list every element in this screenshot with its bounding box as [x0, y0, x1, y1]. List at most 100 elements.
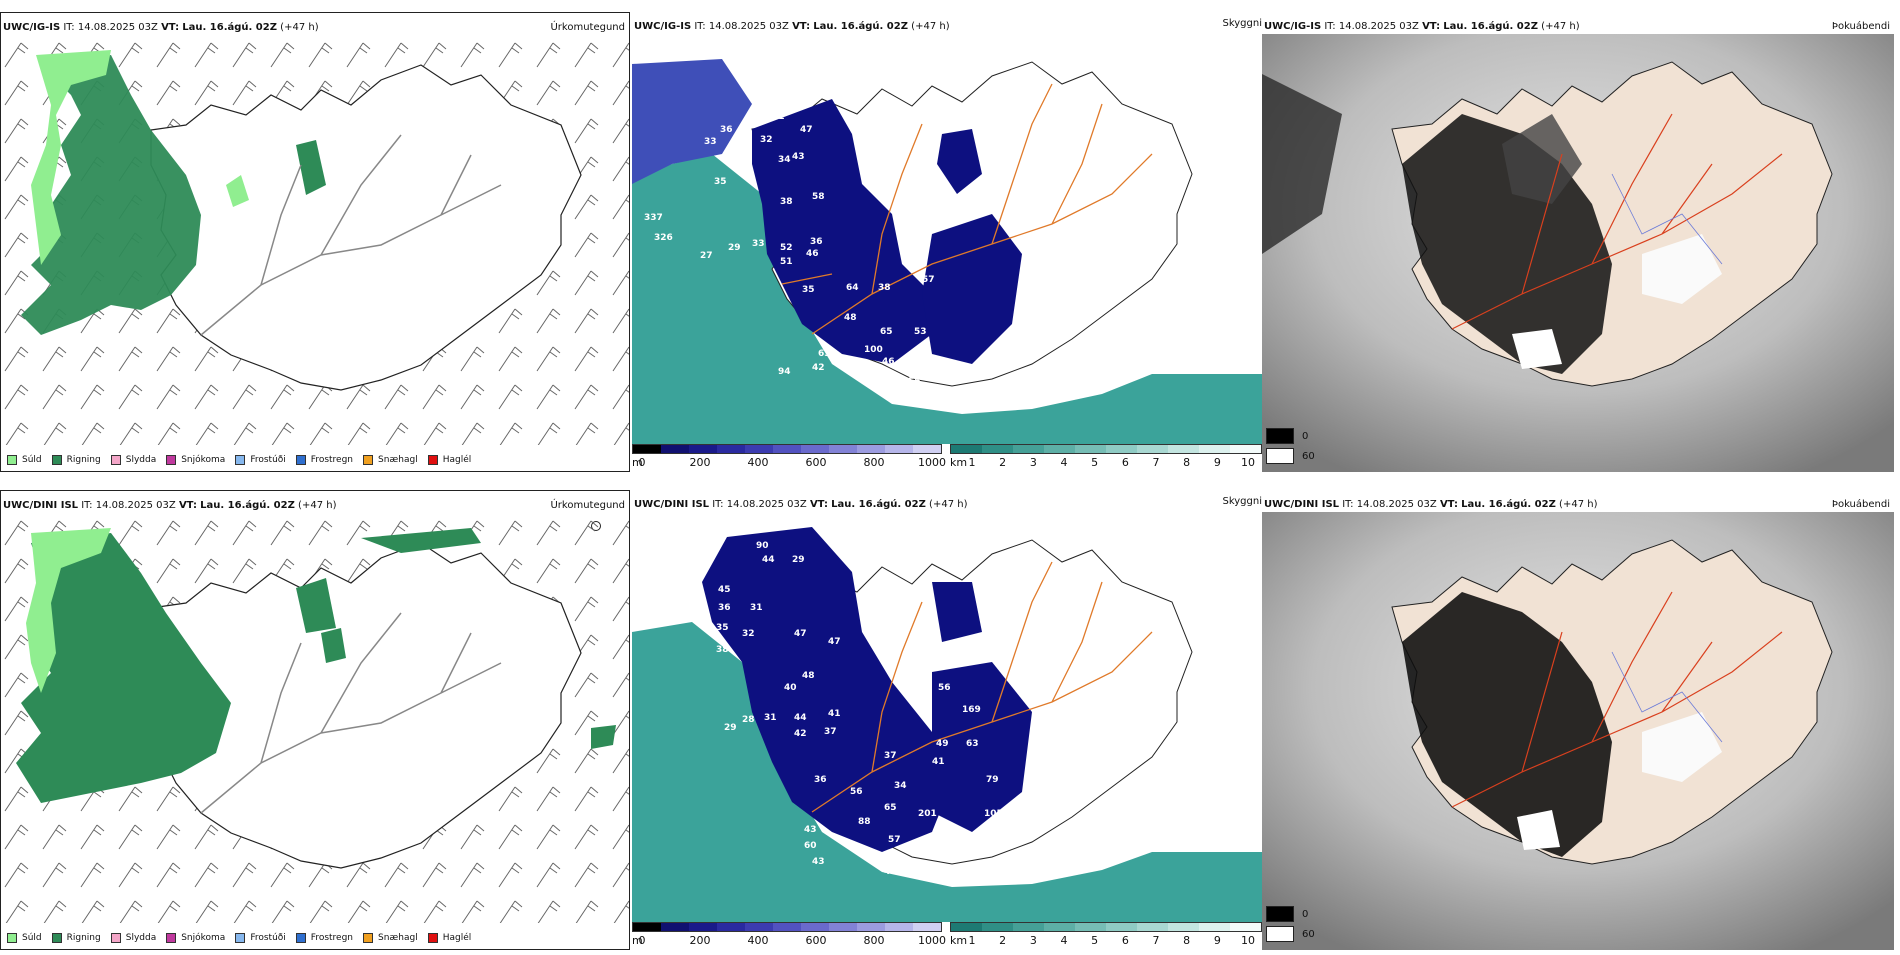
lead-time: (+47 h)	[929, 499, 968, 510]
panel-title: Þokuábendi	[1831, 499, 1890, 510]
visibility-value-label: 36	[720, 125, 733, 135]
legend-label: Frostregn	[310, 933, 354, 943]
visibility-value-label: 47	[828, 637, 841, 647]
lead-time: (+47 h)	[1541, 21, 1580, 32]
visibility-value-label: 105	[984, 809, 1003, 819]
roads	[200, 612, 502, 814]
elevation-ticks: 0 200 400 600 800 1000	[638, 456, 947, 470]
visibility-value-label: 51	[780, 257, 793, 267]
valid-label: VT:	[178, 500, 197, 511]
colorbar-tick: 10	[1241, 456, 1255, 469]
legend-label: Rigning	[66, 933, 101, 943]
forecast-row-ig-is: UWC/IG-IS IT: 14.08.2025 03Z VT: Lau. 16…	[0, 12, 1900, 477]
low-visibility-area	[702, 527, 952, 852]
panel-title: Þokuábendi	[1831, 21, 1890, 32]
valid-time: Lau. 16.ágú. 02Z	[182, 22, 277, 33]
colorbar-tick: 200	[689, 456, 711, 469]
visibility-value-label: 48	[844, 313, 857, 323]
visibility-value-label: 79	[986, 775, 999, 785]
valid-label: VT:	[1439, 499, 1458, 510]
fog-legend-swatch	[1266, 926, 1294, 942]
precip-map	[1, 513, 629, 923]
legend-label: Súld	[22, 455, 42, 465]
colorbar-tick: 6	[1121, 456, 1129, 469]
visibility-value-label: 100	[864, 345, 883, 355]
colorbar-tick: 1	[968, 934, 976, 947]
roads	[1451, 591, 1783, 808]
visibility-value-label: 29	[724, 723, 737, 733]
lead-time: (+47 h)	[911, 21, 950, 32]
precip-type-panel: UWC/IG-IS IT: 14.08.2025 03Z VT: Lau. 16…	[0, 12, 630, 472]
visibility-value-label: 90	[922, 851, 935, 861]
colorbar-tick: 200	[689, 934, 711, 947]
visibility-value-label: 48	[802, 671, 815, 681]
colorbar-tick: 7	[1152, 456, 1160, 469]
model-name: UWC/DINI ISL	[1264, 499, 1340, 510]
legend-item: Súld	[7, 933, 42, 943]
fog-legend-swatch	[1266, 428, 1294, 444]
model-name: UWC/IG-IS	[3, 22, 61, 33]
fog-index-legend: 0 60	[1266, 424, 1315, 464]
legend-swatch	[427, 455, 438, 465]
visibility-value-label: 36	[718, 603, 731, 613]
legend-item: Haglél	[427, 455, 471, 465]
colorbar-tick: 400	[747, 456, 769, 469]
visibility-value-label: 83	[727, 45, 740, 55]
visibility-value-label: 32	[742, 629, 755, 639]
visibility-colorbar: km 1 2 3 4 5 6 7 8 9 10	[950, 922, 1262, 948]
visibility-value-label: 38	[780, 197, 793, 207]
colorbar-tick: 8	[1183, 934, 1191, 947]
issue-label: IT:	[1342, 499, 1354, 510]
visibility-unit: km	[950, 456, 968, 469]
legend-swatch	[363, 455, 374, 465]
drizzle-area	[26, 528, 111, 693]
legend-item: Snæhagl	[363, 933, 418, 943]
fog-index-map	[1262, 34, 1894, 472]
legend-item: Súld	[7, 455, 42, 465]
issue-time: 14.08.2025 03Z	[1338, 21, 1419, 32]
visibility-value-label: 63	[966, 739, 979, 749]
panel-title: Skyggni	[1222, 496, 1262, 507]
sea-visibility	[632, 622, 1262, 922]
visibility-value-label: 33	[734, 157, 747, 167]
visibility-value-label: 31	[764, 713, 777, 723]
visibility-map: 71 90 44 29 45 36 31 35 32 47 38 47 48 40 28 31 44 41 29 42…	[632, 512, 1262, 922]
colorbar-tick: 600	[805, 934, 827, 947]
fog-legend-label: 60	[1302, 450, 1315, 462]
fog-legend-label: 60	[1302, 928, 1315, 940]
panel-title: Skyggni	[1222, 18, 1262, 29]
legend-label: Slydda	[125, 455, 157, 465]
visibility-value-label: 65	[884, 803, 897, 813]
visibility-value-label: 37	[884, 751, 897, 761]
visibility-value-label: 169	[962, 705, 981, 715]
valid-time: Lau. 16.ágú. 02Z	[831, 499, 926, 510]
fog-legend-row: 0	[1266, 428, 1315, 444]
lead-time: (+47 h)	[280, 22, 319, 33]
legend-swatch	[110, 455, 121, 465]
visibility-value-label: 35	[716, 623, 729, 633]
visibility-value-label: 33	[752, 239, 765, 249]
visibility-value-label: 42	[812, 363, 825, 373]
sea-visibility	[632, 154, 1262, 444]
legend-label: Snæhagl	[378, 455, 418, 465]
panel-title: Úrkomutegund	[550, 22, 625, 33]
precip-type-legend: Súld Rigning Slydda Snjókoma Frostúði Frostre…	[7, 455, 471, 465]
legend-swatch	[363, 933, 374, 943]
legend-swatch	[51, 455, 62, 465]
drizzle-area-small	[226, 175, 249, 207]
legend-swatch	[295, 933, 306, 943]
visibility-value-label: 44	[762, 555, 775, 565]
legend-label: Frostregn	[310, 455, 354, 465]
valid-label: VT:	[161, 22, 180, 33]
precip-type-panel: UWC/DINI ISL IT: 14.08.2025 03Z VT: Lau.…	[0, 490, 630, 950]
fog-legend-swatch	[1266, 906, 1294, 922]
colorbar-tick: 0	[638, 456, 646, 469]
legend-label: Snæhagl	[378, 933, 418, 943]
legend-swatch	[110, 933, 121, 943]
colorbar-tick: 5	[1091, 456, 1099, 469]
visibility-value-label: 53	[914, 327, 927, 337]
visibility-value-label: 35	[802, 285, 815, 295]
fog-legend-swatch	[1266, 448, 1294, 464]
roads	[200, 134, 502, 336]
visibility-value-label: 64	[846, 283, 859, 293]
